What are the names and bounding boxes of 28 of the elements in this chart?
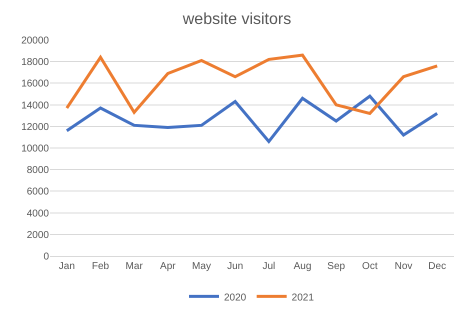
y-tick-label: 20000: [21, 36, 50, 46]
y-tick-label: 10000: [21, 144, 50, 154]
x-tick-label: Jul: [262, 261, 276, 272]
x-tick-label: Feb: [92, 261, 110, 272]
x-tick-label: Dec: [428, 261, 446, 272]
x-tick-label: Aug: [294, 261, 312, 272]
y-tick-label: 8000: [26, 165, 50, 176]
y-tick-label: 14000: [21, 100, 50, 112]
x-tick-label: Mar: [126, 261, 144, 272]
x-tick-label: May: [192, 261, 211, 272]
legend-label: 2020: [224, 292, 247, 304]
line-series: [65, 94, 439, 144]
x-tick-label: Jan: [58, 261, 75, 272]
y-tick-label: 18000: [21, 57, 50, 68]
legend-label: 2021: [292, 292, 314, 304]
y-tick-label: 12000: [21, 122, 50, 133]
x-tick-label: Sep: [327, 261, 346, 272]
line-series: [65, 54, 439, 115]
y-tick-label: 2000: [26, 230, 50, 241]
y-tick-label: 4000: [26, 208, 50, 220]
x-tick-label: Apr: [160, 261, 176, 272]
x-tick-label: Nov: [394, 261, 412, 272]
y-tick-label: 6000: [26, 186, 50, 198]
x-tick-label: Oct: [362, 261, 378, 272]
y-tick-label: 0: [43, 252, 50, 262]
chart-title: website visitors: [182, 11, 292, 28]
x-tick-label: Jun: [227, 261, 244, 272]
y-tick-label: 16000: [21, 78, 50, 90]
